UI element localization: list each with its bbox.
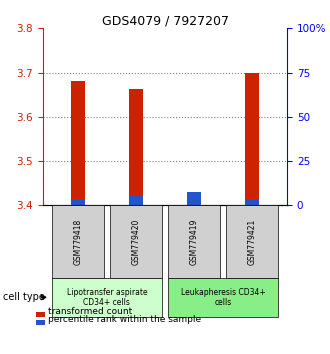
Title: GDS4079 / 7927207: GDS4079 / 7927207 <box>102 14 228 27</box>
Text: Leukapheresis CD34+
cells: Leukapheresis CD34+ cells <box>181 288 266 307</box>
Bar <box>71 80 85 205</box>
Text: GSM779420: GSM779420 <box>131 218 141 265</box>
Bar <box>129 89 143 205</box>
Bar <box>245 73 259 205</box>
Text: cell type: cell type <box>3 292 45 302</box>
Text: Lipotransfer aspirate
CD34+ cells: Lipotransfer aspirate CD34+ cells <box>67 288 147 307</box>
Text: GSM779419: GSM779419 <box>189 218 199 265</box>
Text: GSM779421: GSM779421 <box>248 218 257 265</box>
Bar <box>71 199 85 205</box>
Text: percentile rank within the sample: percentile rank within the sample <box>48 315 201 324</box>
Bar <box>129 196 143 205</box>
Bar <box>187 199 201 205</box>
Text: GSM779418: GSM779418 <box>73 218 82 265</box>
Bar <box>245 199 259 205</box>
Bar <box>187 192 201 205</box>
Text: transformed count: transformed count <box>48 307 132 316</box>
